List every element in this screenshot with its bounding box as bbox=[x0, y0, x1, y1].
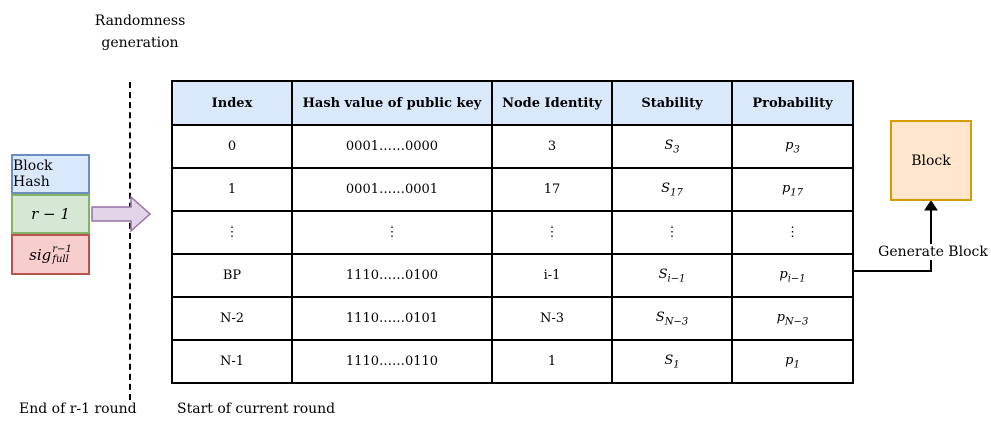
cell-probability: p17 bbox=[731, 167, 854, 212]
signature-box: sig r−1 full bbox=[11, 234, 90, 275]
cell-index: ⋮ bbox=[171, 210, 293, 255]
table-row-ellipsis: ⋮ ⋮ ⋮ ⋮ ⋮ bbox=[171, 210, 854, 255]
header-stability: Stability bbox=[611, 80, 733, 126]
cell-stability: ⋮ bbox=[611, 210, 733, 255]
cell-hash: 0001……0001 bbox=[291, 167, 493, 212]
cell-node: 17 bbox=[491, 167, 613, 212]
table-row: N-1 1110……0110 1 S1 p1 bbox=[171, 339, 854, 384]
cell-stability: S17 bbox=[611, 167, 733, 212]
cell-index: N-2 bbox=[171, 296, 293, 341]
header-hash: Hash value of public key bbox=[291, 80, 493, 126]
table-row: 1 0001……0001 17 S17 p17 bbox=[171, 167, 854, 212]
block-hash-box: Block Hash bbox=[11, 154, 90, 194]
cell-stability: SN−3 bbox=[611, 296, 733, 341]
header-index: Index bbox=[171, 80, 293, 126]
cell-node: ⋮ bbox=[491, 210, 613, 255]
cell-stability: S1 bbox=[611, 339, 733, 384]
cell-index: 0 bbox=[171, 124, 293, 169]
randomness-line1: Randomness bbox=[94, 13, 186, 29]
cell-hash: 1110……0101 bbox=[291, 296, 493, 341]
table-row: 0 0001……0000 3 S3 p3 bbox=[171, 124, 854, 169]
cell-probability: pN−3 bbox=[731, 296, 854, 341]
cell-hash: ⋮ bbox=[291, 210, 493, 255]
cell-probability: pi−1 bbox=[731, 253, 854, 298]
cell-probability: ⋮ bbox=[731, 210, 854, 255]
header-node-identity: Node Identity bbox=[491, 80, 613, 126]
round-box: r − 1 bbox=[11, 194, 90, 234]
start-round-label: Start of current round bbox=[177, 401, 336, 417]
cell-stability: Si−1 bbox=[611, 253, 733, 298]
generate-block-label: Generate Block bbox=[878, 244, 988, 260]
header-probability: Probability bbox=[731, 80, 854, 126]
sig-sup: r−1 bbox=[52, 243, 72, 255]
end-round-label: End of r-1 round bbox=[19, 401, 137, 417]
cell-node: i-1 bbox=[491, 253, 613, 298]
generate-block-arrowhead bbox=[924, 200, 938, 211]
cell-index: BP bbox=[171, 253, 293, 298]
block-box: Block bbox=[890, 120, 972, 201]
cell-node: N-3 bbox=[491, 296, 613, 341]
round-separator-line bbox=[129, 82, 131, 400]
input-arrow bbox=[91, 195, 152, 233]
cell-probability: p1 bbox=[731, 339, 854, 384]
cell-node: 1 bbox=[491, 339, 613, 384]
cell-index: 1 bbox=[171, 167, 293, 212]
randomness-generation-label: Randomness generation bbox=[85, 10, 195, 54]
table-header-row: Index Hash value of public key Node Iden… bbox=[171, 80, 854, 126]
table-row: N-2 1110……0101 N-3 SN−3 pN−3 bbox=[171, 296, 854, 341]
node-table: Index Hash value of public key Node Iden… bbox=[171, 80, 854, 384]
sig-sub: full bbox=[52, 253, 69, 265]
cell-index: N-1 bbox=[171, 339, 293, 384]
cell-hash: 0001……0000 bbox=[291, 124, 493, 169]
cell-hash: 1110……0100 bbox=[291, 253, 493, 298]
table-row: BP 1110……0100 i-1 Si−1 pi−1 bbox=[171, 253, 854, 298]
cell-stability: S3 bbox=[611, 124, 733, 169]
cell-node: 3 bbox=[491, 124, 613, 169]
cell-probability: p3 bbox=[731, 124, 854, 169]
generate-block-connector bbox=[852, 204, 932, 272]
randomness-line2: generation bbox=[101, 35, 179, 51]
sig-main: sig bbox=[29, 245, 52, 264]
cell-hash: 1110……0110 bbox=[291, 339, 493, 384]
